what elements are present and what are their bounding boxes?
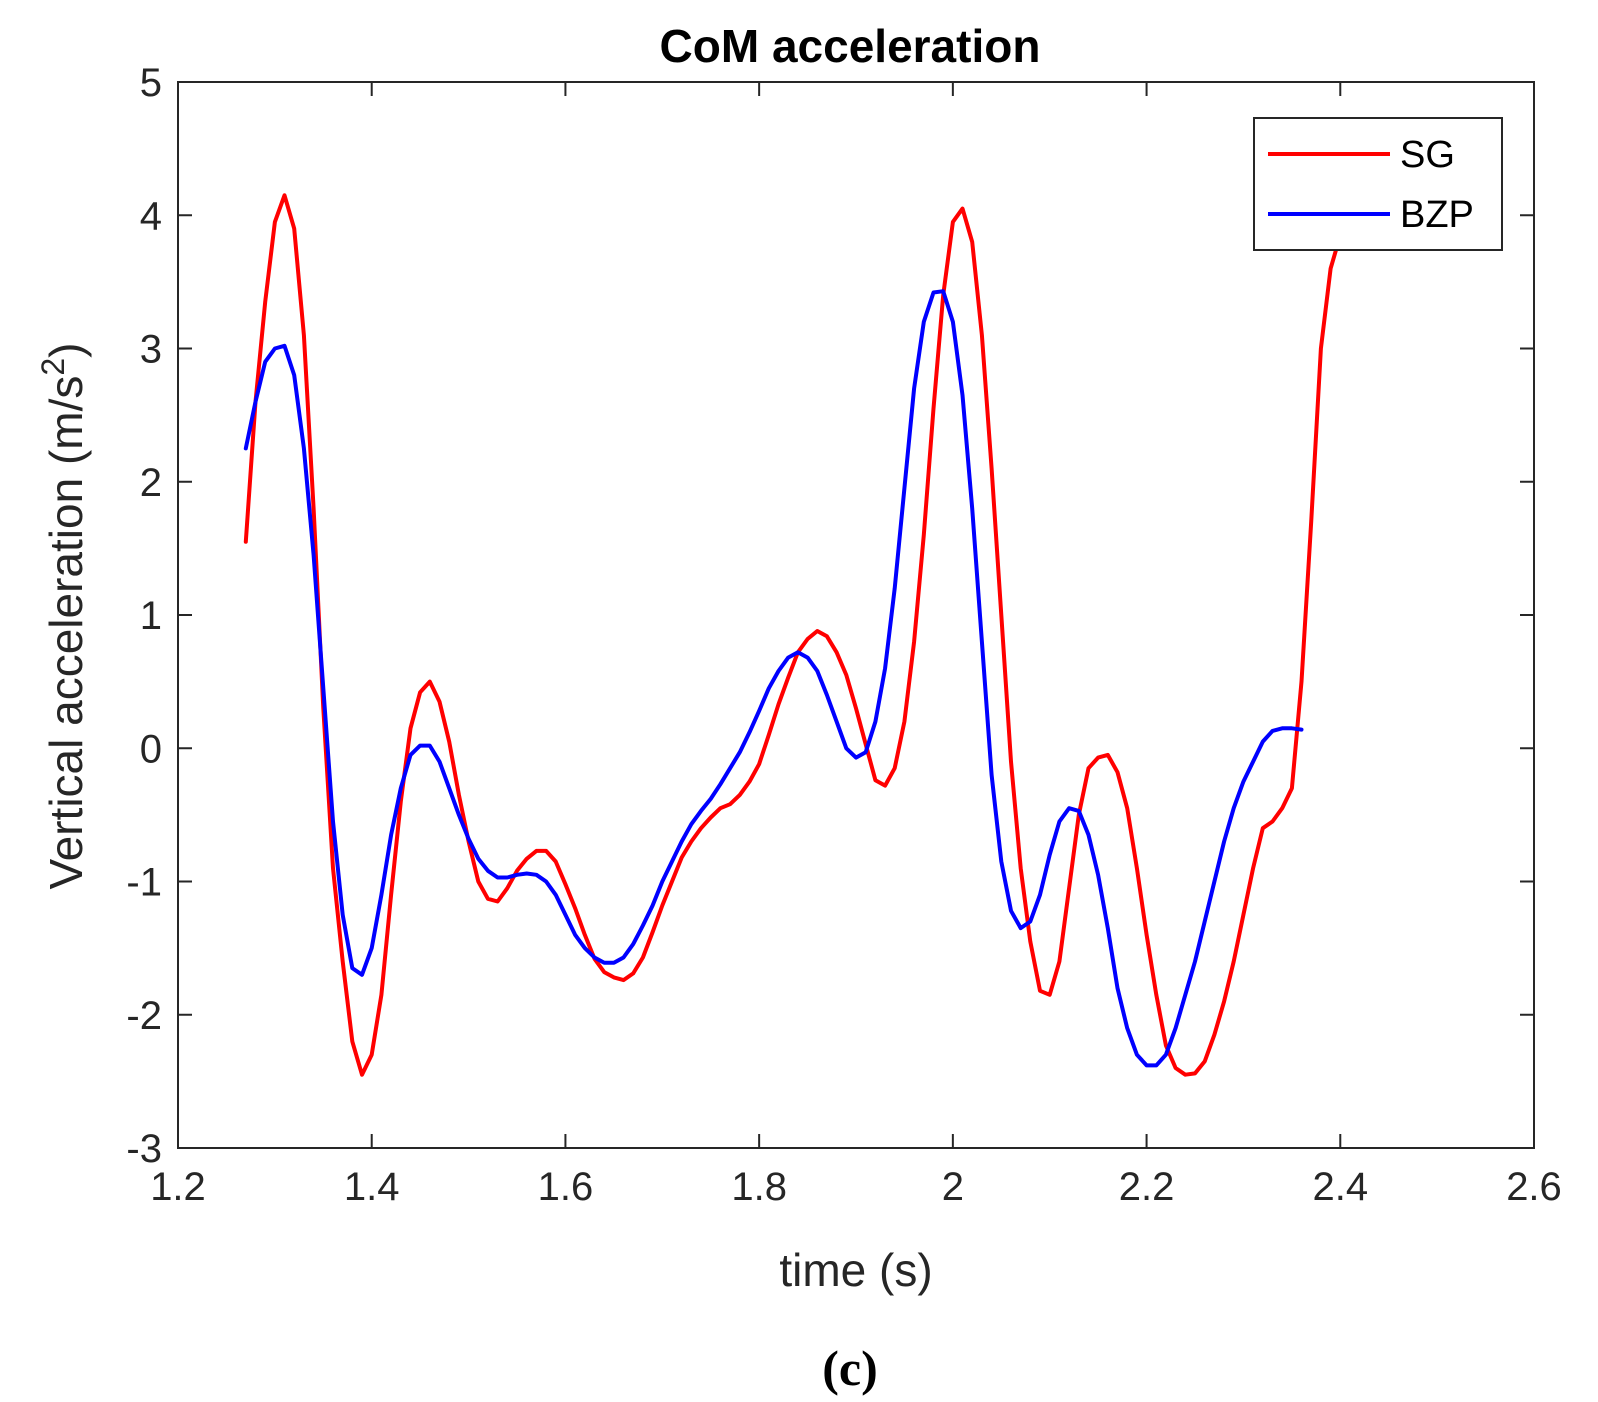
x-tick-label: 2.6 — [1506, 1165, 1562, 1209]
series-line-bzp — [243, 289, 1304, 1068]
y-axis-label: Vertical acceleration (m/s2) — [35, 343, 92, 890]
legend: SG BZP — [1253, 117, 1503, 251]
y-tick-labels: -3 -2 -1 0 1 2 3 4 5 — [126, 61, 162, 1171]
y-tick-label: 5 — [140, 61, 162, 105]
y-tick-label: -2 — [126, 994, 162, 1038]
figure-caption: (c) — [822, 1340, 878, 1396]
chart-title: CoM acceleration — [660, 20, 1041, 72]
y-axis-label-suffix: ) — [40, 343, 92, 358]
x-tick-label: 1.4 — [344, 1165, 400, 1209]
legend-label-bzp: BZP — [1400, 194, 1474, 236]
x-tick-label: 1.2 — [150, 1165, 206, 1209]
y-tick-label: 2 — [140, 461, 162, 505]
x-tick-label: 1.6 — [538, 1165, 594, 1209]
y-tick-label: 4 — [140, 194, 162, 238]
axis-ticks — [177, 81, 1535, 1149]
x-tick-label: 2.4 — [1312, 1165, 1368, 1209]
x-axis-label: time (s) — [779, 1244, 932, 1296]
y-axis-label-superscript: 2 — [35, 358, 71, 376]
x-tick-label: 2.2 — [1119, 1165, 1175, 1209]
y-tick-label: 0 — [140, 727, 162, 771]
legend-box — [1253, 117, 1503, 251]
y-tick-label: -1 — [126, 861, 162, 905]
y-tick-label: 1 — [140, 594, 162, 638]
y-tick-label: -3 — [126, 1127, 162, 1171]
x-tick-label: 2 — [942, 1165, 964, 1209]
plot-area — [177, 81, 1535, 1149]
series-lines — [243, 193, 1352, 1077]
x-tick-label: 1.8 — [731, 1165, 787, 1209]
legend-label-sg: SG — [1400, 134, 1455, 176]
y-axis-label-main: Vertical acceleration (m/s — [40, 376, 92, 890]
x-tick-labels: 1.2 1.4 1.6 1.8 2 2.2 2.4 2.6 — [150, 1165, 1562, 1209]
y-tick-label: 3 — [140, 328, 162, 372]
